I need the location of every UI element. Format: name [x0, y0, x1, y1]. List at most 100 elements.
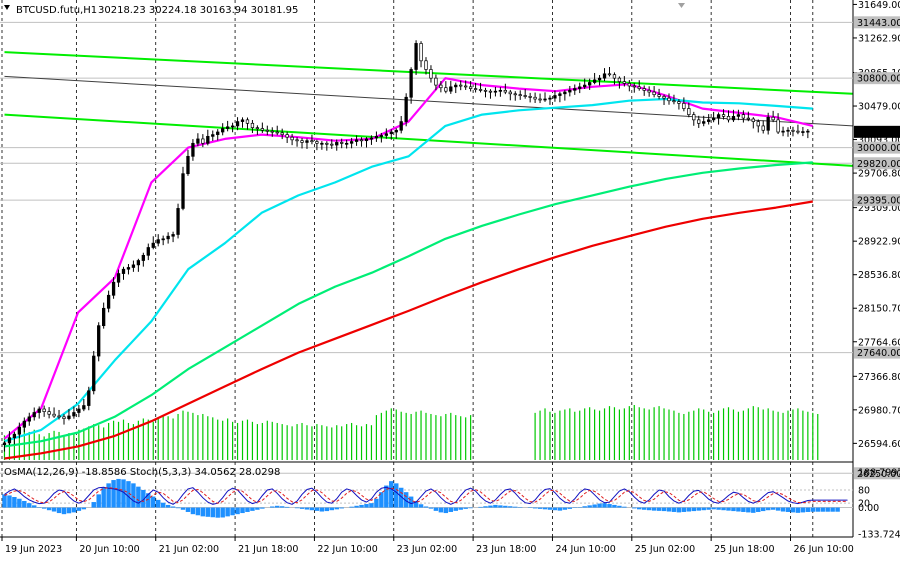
candle-body	[364, 138, 369, 142]
price-tick-label: 29706.80	[858, 169, 900, 180]
candle-body	[543, 98, 547, 101]
horizontal-levels	[0, 21, 853, 474]
moving-average-line	[4, 161, 813, 448]
candle-body	[52, 413, 56, 417]
candle-body	[42, 408, 46, 412]
price-tick-label: 28536.80	[858, 270, 900, 281]
price-tick-label: 31649.00	[858, 0, 900, 11]
candle-body	[776, 119, 780, 133]
candle-body	[379, 135, 384, 137]
candle-body	[454, 84, 458, 88]
price-tick-label: 30093.00	[858, 135, 900, 146]
candle-body	[245, 119, 250, 124]
candle-body	[196, 138, 200, 144]
candle-body	[528, 96, 532, 98]
candle-body	[716, 114, 721, 119]
candle-body	[335, 142, 339, 146]
candle-body	[419, 43, 423, 62]
time-tick-label: 21 Jun 02:00	[159, 544, 219, 555]
candle-body	[647, 89, 651, 93]
ohlc-readout: 30218.23 30224.18 30163.94 30181.95	[98, 5, 298, 16]
candle-body	[404, 96, 408, 122]
stoch-signal-line	[4, 487, 848, 504]
candle-body	[300, 140, 304, 143]
candle-body	[126, 267, 131, 270]
candle-body	[652, 91, 656, 96]
oscillator-axis-label: 80	[858, 485, 870, 496]
candle-body	[374, 135, 379, 139]
candle-body	[111, 281, 116, 296]
chart-shift-marker-icon[interactable]	[678, 3, 685, 8]
time-tick-label: 20 Jun 10:00	[79, 544, 139, 555]
candle-body	[523, 95, 527, 97]
candle-body	[642, 88, 646, 91]
candle-body	[270, 130, 274, 133]
candle-body	[617, 77, 622, 82]
candle-body	[121, 268, 126, 274]
candle-body	[201, 138, 205, 144]
candle-body	[801, 131, 805, 133]
candle-body	[766, 116, 770, 131]
candle-body	[37, 408, 41, 413]
time-tick-label: 24 Jun 10:00	[555, 544, 615, 555]
candle-body	[146, 247, 150, 256]
candle-body	[771, 116, 775, 121]
candle-body	[424, 60, 428, 70]
candle-body	[181, 173, 185, 209]
candle-body	[726, 116, 731, 121]
candle-body	[62, 416, 66, 419]
candle-body	[310, 140, 314, 143]
symbol-dropdown-icon[interactable]	[4, 5, 10, 10]
candle-body	[211, 134, 215, 137]
candle-body	[250, 122, 255, 129]
candle-body	[493, 90, 498, 93]
candle-body	[87, 390, 91, 406]
candle-body	[622, 81, 627, 84]
current-price-label: 30181.95	[857, 127, 900, 138]
candle-body	[459, 84, 463, 87]
current-price-box	[854, 125, 900, 138]
candle-body	[359, 139, 364, 142]
candle-body	[573, 88, 577, 91]
candle-body	[240, 119, 245, 122]
candle-body	[32, 412, 36, 418]
candle-body	[340, 142, 344, 144]
candle-body	[488, 90, 493, 93]
candle-body	[473, 88, 478, 90]
oscillator-axis-label: 20	[858, 499, 870, 510]
candle-body	[538, 98, 542, 101]
candle-body	[136, 260, 141, 266]
candle-body	[612, 74, 617, 79]
candle-body	[513, 93, 517, 96]
candle-body	[255, 127, 260, 130]
candle-body	[161, 238, 165, 241]
candle-body	[736, 114, 741, 117]
oscillator-axis-label: 0.00	[858, 503, 879, 514]
moving-averages	[3, 77, 814, 460]
candle-body	[439, 84, 443, 89]
candle-body	[369, 137, 374, 140]
candle-body	[637, 86, 641, 89]
candle-body	[692, 114, 696, 121]
candle-body	[151, 242, 155, 248]
level-label: 30800.00	[857, 74, 900, 85]
moving-average-line	[4, 97, 813, 443]
stoch-main-line	[4, 486, 848, 505]
candle-body	[632, 85, 636, 88]
candle-body	[468, 86, 473, 89]
time-tick-label: 26 Jun 10:00	[793, 544, 853, 555]
candle-body	[791, 129, 795, 132]
candle-body	[82, 405, 86, 410]
candle-body	[672, 100, 676, 103]
price-tick-label: 28922.90	[858, 237, 900, 248]
candle-body	[751, 118, 755, 122]
candle-body	[280, 132, 284, 135]
time-tick-label: 21 Jun 18:00	[238, 544, 298, 555]
candle-body	[2, 442, 7, 445]
candle-body	[260, 128, 265, 131]
candle-body	[106, 294, 111, 309]
candle-body	[235, 121, 240, 127]
candle-body	[22, 420, 26, 428]
level-label: 30000.00	[857, 143, 900, 154]
